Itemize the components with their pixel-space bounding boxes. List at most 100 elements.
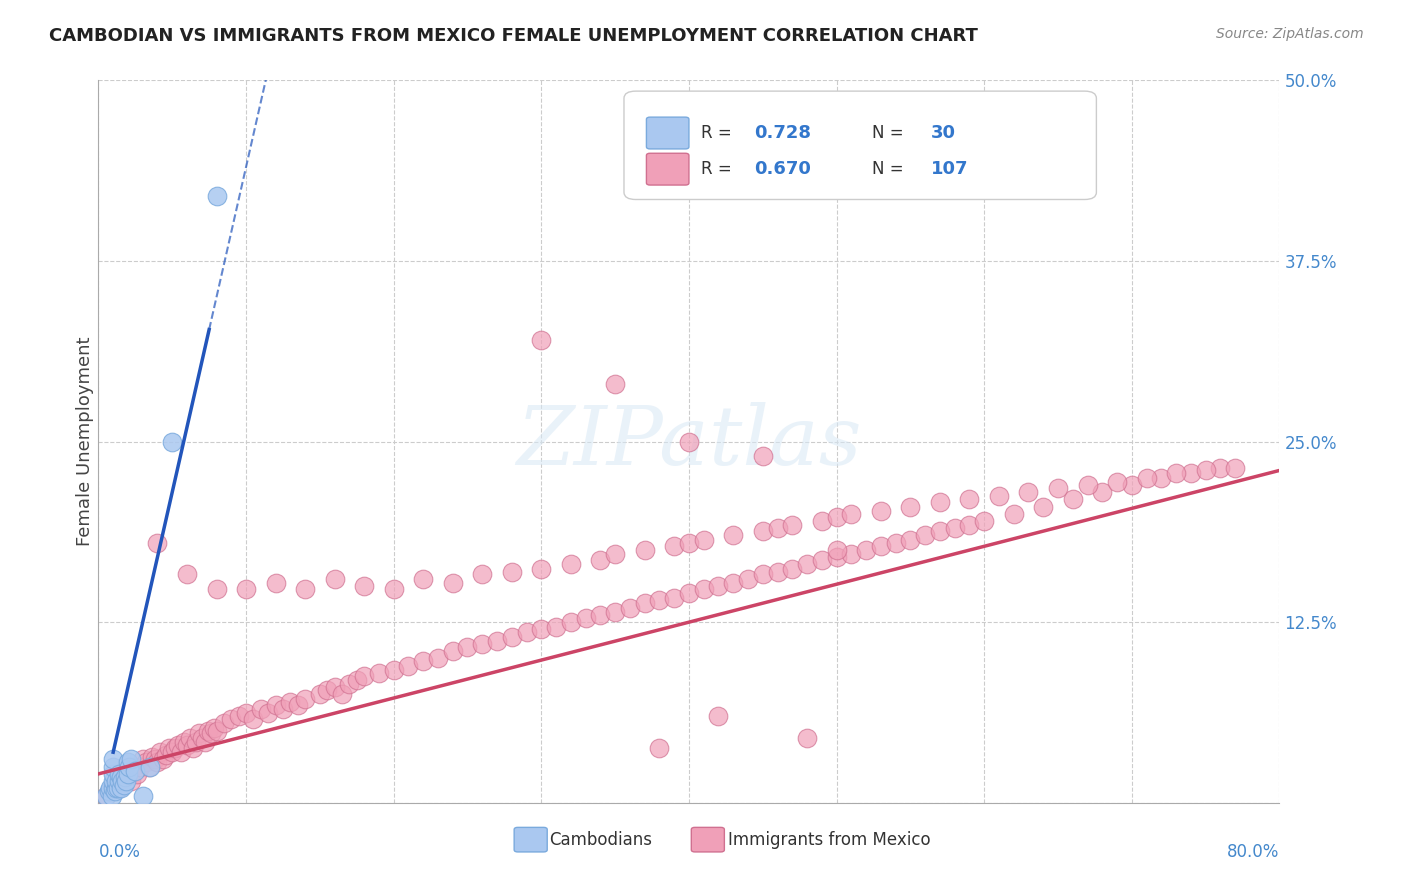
Point bbox=[1091, 485, 1114, 500]
Point bbox=[181, 740, 204, 755]
Point bbox=[619, 600, 641, 615]
Point bbox=[471, 567, 494, 582]
Point bbox=[167, 738, 190, 752]
Point bbox=[427, 651, 450, 665]
Point bbox=[202, 721, 225, 735]
Point bbox=[353, 668, 375, 682]
Text: 107: 107 bbox=[931, 161, 969, 178]
Point bbox=[110, 781, 132, 796]
Point bbox=[105, 781, 128, 796]
Point bbox=[929, 524, 952, 538]
Point bbox=[117, 767, 139, 781]
Point bbox=[1166, 467, 1188, 481]
Point bbox=[104, 784, 127, 798]
Point bbox=[634, 596, 657, 610]
Point bbox=[294, 582, 316, 596]
Point bbox=[184, 735, 207, 749]
Text: 0.670: 0.670 bbox=[754, 161, 811, 178]
Point bbox=[723, 576, 745, 591]
Point bbox=[316, 683, 339, 698]
Text: Immigrants from Mexico: Immigrants from Mexico bbox=[728, 830, 931, 848]
Point bbox=[124, 764, 146, 778]
Point bbox=[575, 611, 598, 625]
Point bbox=[115, 774, 138, 789]
Point bbox=[900, 500, 922, 514]
Point bbox=[605, 376, 627, 391]
Point bbox=[271, 702, 294, 716]
Point bbox=[648, 740, 671, 755]
Point bbox=[1209, 460, 1232, 475]
Point bbox=[165, 740, 187, 755]
Point bbox=[221, 712, 243, 726]
Point bbox=[368, 665, 391, 680]
Point bbox=[884, 535, 907, 549]
Point bbox=[173, 735, 195, 749]
Point bbox=[108, 767, 131, 781]
Point bbox=[117, 767, 139, 781]
Point bbox=[235, 706, 257, 721]
Point bbox=[707, 579, 730, 593]
Text: 80.0%: 80.0% bbox=[1227, 843, 1279, 861]
Point bbox=[98, 781, 121, 796]
Point bbox=[516, 625, 538, 640]
Point bbox=[810, 553, 832, 567]
Point bbox=[1062, 492, 1084, 507]
Point bbox=[280, 695, 302, 709]
Point bbox=[796, 558, 818, 572]
Y-axis label: Female Unemployment: Female Unemployment bbox=[76, 337, 94, 546]
Point bbox=[412, 654, 434, 668]
Point bbox=[107, 781, 129, 796]
Point bbox=[796, 731, 818, 745]
Point bbox=[323, 572, 346, 586]
Point bbox=[94, 789, 117, 803]
Point bbox=[560, 558, 582, 572]
Point bbox=[1032, 500, 1054, 514]
Text: R =: R = bbox=[700, 124, 737, 142]
Point bbox=[294, 691, 316, 706]
Point bbox=[139, 760, 162, 774]
Point bbox=[103, 760, 125, 774]
Point bbox=[664, 591, 686, 605]
Point bbox=[110, 770, 132, 784]
Point bbox=[235, 582, 257, 596]
Point bbox=[149, 745, 172, 759]
Text: 0.728: 0.728 bbox=[754, 124, 811, 142]
Point bbox=[382, 582, 405, 596]
Point bbox=[228, 709, 250, 723]
Point bbox=[339, 677, 361, 691]
Point bbox=[530, 334, 553, 348]
Point bbox=[752, 567, 775, 582]
Point bbox=[128, 760, 150, 774]
Text: Cambodians: Cambodians bbox=[550, 830, 652, 848]
Point bbox=[648, 593, 671, 607]
Text: Source: ZipAtlas.com: Source: ZipAtlas.com bbox=[1216, 27, 1364, 41]
Point bbox=[766, 565, 789, 579]
Point bbox=[157, 740, 180, 755]
Point bbox=[560, 615, 582, 630]
Text: 30: 30 bbox=[931, 124, 956, 142]
Point bbox=[825, 509, 848, 524]
Point bbox=[264, 698, 287, 712]
Point bbox=[782, 562, 804, 576]
Point bbox=[170, 745, 193, 759]
Point bbox=[103, 781, 125, 796]
Point bbox=[605, 547, 627, 561]
Point bbox=[132, 789, 155, 803]
Point bbox=[118, 760, 141, 774]
Point bbox=[988, 490, 1011, 504]
Point bbox=[103, 774, 125, 789]
Point bbox=[589, 553, 612, 567]
Point bbox=[1018, 485, 1040, 500]
Point bbox=[914, 528, 936, 542]
Point bbox=[457, 640, 479, 654]
Point bbox=[1180, 467, 1202, 481]
Point bbox=[810, 514, 832, 528]
Point bbox=[100, 789, 122, 803]
Point bbox=[162, 745, 183, 759]
Point bbox=[1195, 463, 1218, 477]
Point bbox=[105, 774, 128, 789]
Point bbox=[678, 434, 700, 449]
Point bbox=[197, 723, 219, 738]
Point bbox=[120, 774, 142, 789]
Point bbox=[205, 723, 228, 738]
